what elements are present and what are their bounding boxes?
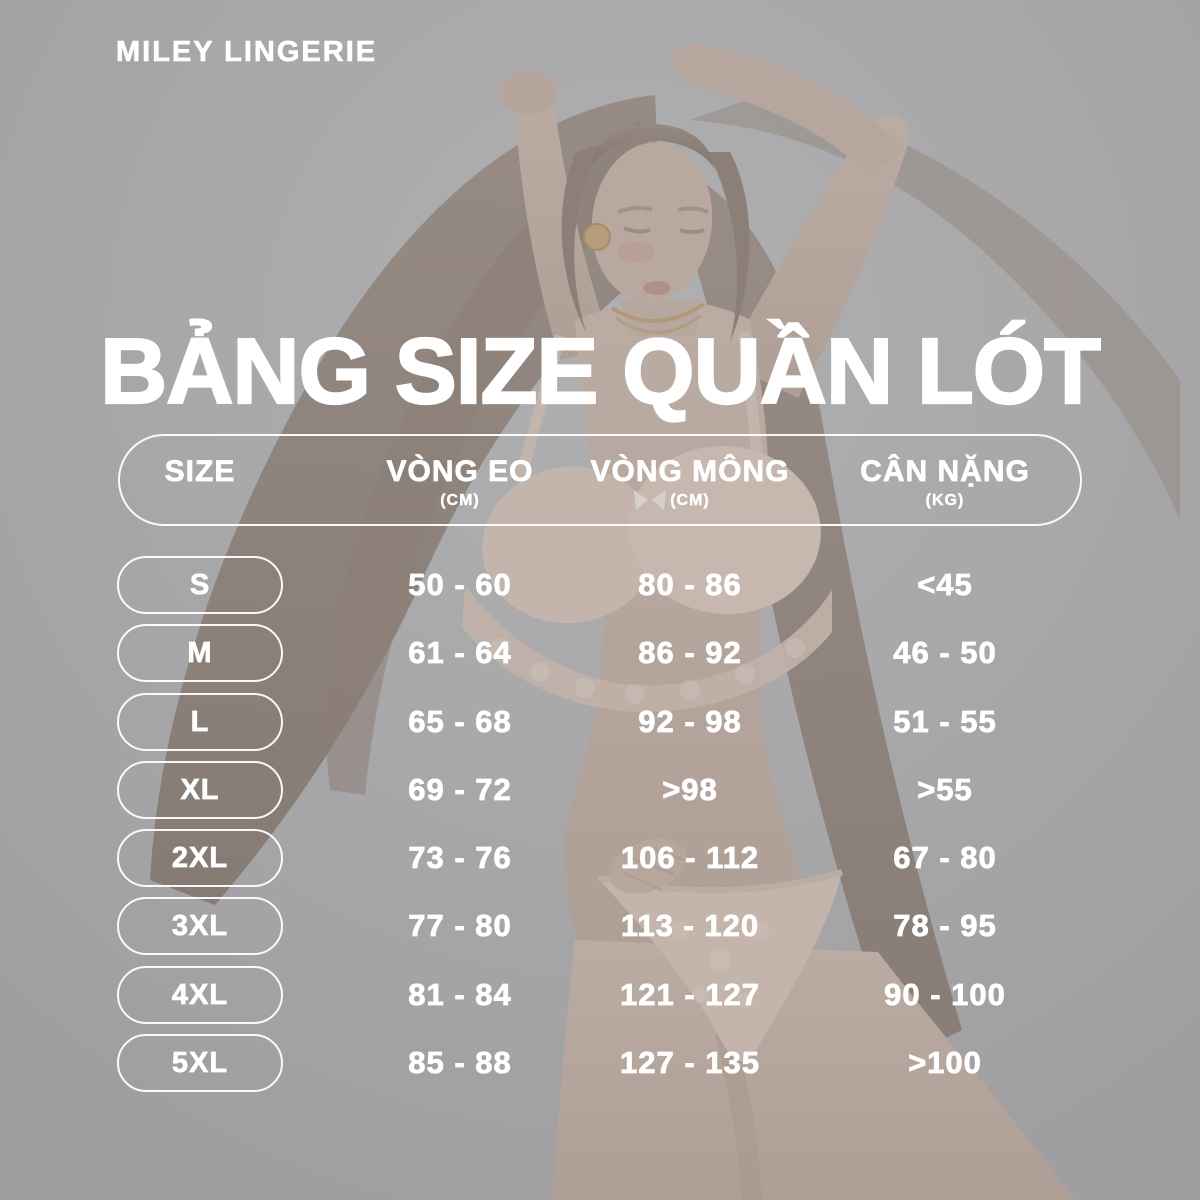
table-row: L 65 - 68 92 - 98 51 - 55 — [0, 693, 1200, 751]
header-col-waist: VÒNG EO (CM) — [300, 434, 620, 526]
table-row: XL 69 - 72 >98 >55 — [0, 761, 1200, 819]
hip-value: 92 - 98 — [638, 704, 742, 740]
model-hand — [609, 838, 687, 894]
header-unit: (CM) — [670, 492, 710, 509]
header-label: VÒNG MÔNG — [590, 455, 790, 489]
header-label: CÂN NẶNG — [860, 455, 1030, 489]
hip-value: 113 - 120 — [620, 908, 760, 944]
size-badge: 4XL — [117, 966, 283, 1024]
page-title: BẢNG SIZE QUẦN LÓT — [99, 318, 1102, 424]
size-badge: 5XL — [117, 1034, 283, 1092]
table-row: M 61 - 64 86 - 92 46 - 50 — [0, 624, 1200, 682]
waist-value: 69 - 72 — [408, 772, 512, 808]
size-badge: M — [117, 624, 283, 682]
header-col-size: SIZE — [40, 434, 360, 526]
size-badge: 2XL — [117, 829, 283, 887]
waist-value: 65 - 68 — [408, 704, 512, 740]
size-badge: L — [117, 693, 283, 751]
weight-value: >100 — [908, 1045, 982, 1081]
header-label: SIZE — [164, 455, 236, 489]
model-head — [561, 124, 750, 342]
waist-value: 77 - 80 — [408, 908, 512, 944]
size-badge: S — [117, 556, 283, 614]
waist-value: 81 - 84 — [408, 977, 512, 1013]
waist-value: 85 - 88 — [408, 1045, 512, 1081]
header-unit: (KG) — [925, 492, 965, 509]
weight-value: 46 - 50 — [893, 635, 997, 671]
weight-value: 51 - 55 — [893, 704, 997, 740]
hip-value: 80 - 86 — [638, 567, 742, 603]
header-col-weight: CÂN NẶNG (KG) — [785, 434, 1105, 526]
weight-value: 90 - 100 — [884, 977, 1006, 1013]
table-row: 2XL 73 - 76 106 - 112 67 - 80 — [0, 829, 1200, 887]
header-col-hip: VÒNG MÔNG (CM) — [530, 434, 850, 526]
hip-value: 86 - 92 — [638, 635, 742, 671]
table-header-pill — [118, 434, 1082, 526]
waist-value: 73 - 76 — [408, 840, 512, 876]
hip-value: 121 - 127 — [620, 977, 760, 1013]
header-label: VÒNG EO — [386, 455, 534, 489]
weight-value: 67 - 80 — [893, 840, 997, 876]
brand-logo: MILEY LINGERIE — [116, 36, 378, 69]
hip-value: >98 — [662, 772, 718, 808]
table-row: 3XL 77 - 80 113 - 120 78 - 95 — [0, 897, 1200, 955]
size-badge: XL — [117, 761, 283, 819]
weight-value: >55 — [917, 772, 973, 808]
hip-value: 127 - 135 — [620, 1045, 760, 1081]
model-bra — [462, 331, 832, 713]
waist-value: 61 - 64 — [408, 635, 512, 671]
weight-value: 78 - 95 — [893, 908, 997, 944]
waist-value: 50 - 60 — [408, 567, 512, 603]
table-row: S 50 - 60 80 - 86 <45 — [0, 556, 1200, 614]
hip-value: 106 - 112 — [620, 840, 760, 876]
earring — [583, 223, 611, 251]
weight-value: <45 — [917, 567, 973, 603]
necklace — [610, 302, 706, 324]
table-row: 4XL 81 - 84 121 - 127 90 - 100 — [0, 966, 1200, 1024]
table-row: 5XL 85 - 88 127 - 135 >100 — [0, 1034, 1200, 1092]
size-badge: 3XL — [117, 897, 283, 955]
header-unit: (CM) — [440, 492, 480, 509]
